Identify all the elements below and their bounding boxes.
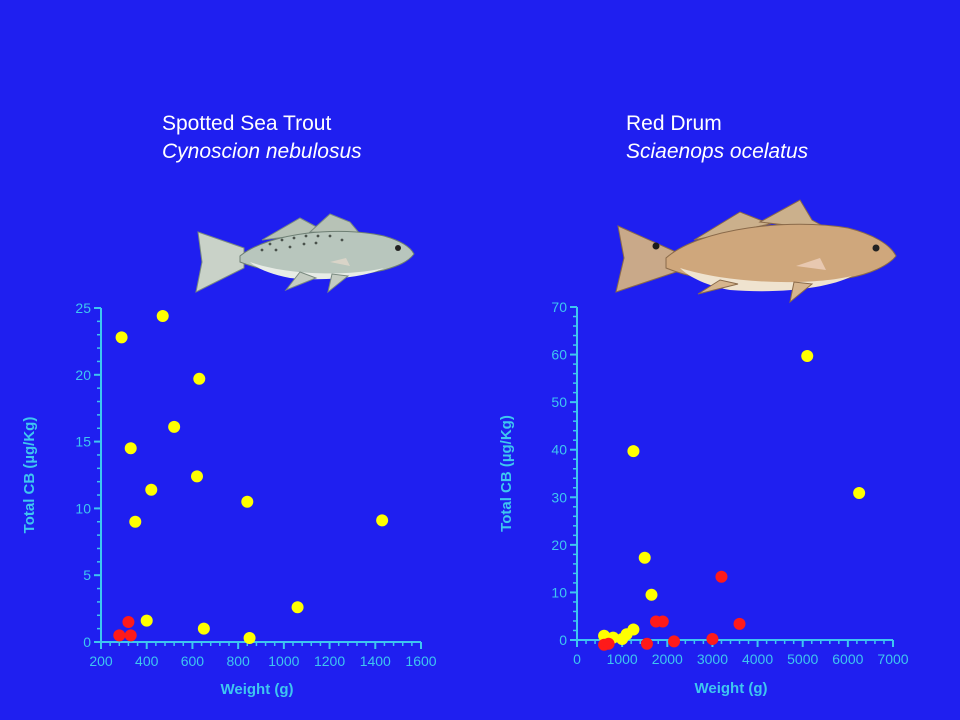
- spotted-sea-trout-caption: Spotted Sea Trout Cynoscion nebulosus: [162, 110, 362, 166]
- y-tick-label: 50: [551, 394, 567, 410]
- x-axis-label: Weight (g): [694, 680, 767, 697]
- data-point-yellow: [376, 514, 389, 527]
- data-point-yellow: [145, 483, 158, 496]
- x-tick-label: 1600: [405, 653, 436, 669]
- data-point-yellow: [193, 372, 206, 385]
- data-point-yellow: [291, 601, 304, 614]
- data-point-yellow: [140, 614, 153, 627]
- x-tick-label: 400: [135, 653, 159, 669]
- y-tick-label: 10: [551, 584, 567, 600]
- y-tick-label: 20: [551, 537, 567, 553]
- red-drum-scatter-chart: 0 10 20 30 40 50 60 70 0 1000 2000 3000 4000 5000 6000…: [498, 299, 909, 697]
- red-drum-illustration: [615, 199, 897, 304]
- x-tick-label: 3000: [697, 651, 728, 667]
- x-tick-label: 600: [181, 653, 205, 669]
- data-point-red: [668, 635, 681, 648]
- y-tick-label: 0: [559, 632, 567, 648]
- y-tick-label: 15: [75, 434, 91, 450]
- x-tick-label: 1200: [314, 653, 345, 669]
- data-point-yellow: [645, 588, 658, 601]
- trout-scatter-chart: 0 5 10 15 20 25 200 400 600 800 1000 1200 1400 1600 We…: [21, 300, 437, 698]
- y-tick-label: 30: [551, 489, 567, 505]
- data-point-yellow: [853, 487, 866, 500]
- data-point-yellow: [620, 628, 633, 641]
- x-axis-label: Weight (g): [220, 681, 293, 698]
- data-point-red: [122, 615, 135, 628]
- data-point-yellow: [129, 515, 142, 528]
- data-point-yellow: [243, 631, 256, 644]
- x-tick-label: 0: [573, 651, 581, 667]
- data-point-yellow: [191, 470, 203, 483]
- common-name-left: Spotted Sea Trout: [162, 112, 332, 135]
- x-tick-label: 4000: [742, 651, 773, 667]
- data-point-red: [656, 615, 669, 628]
- data-point-yellow: [115, 331, 128, 344]
- data-point-yellow: [124, 442, 137, 455]
- data-point-red: [733, 617, 746, 630]
- y-tick-label: 40: [551, 442, 567, 458]
- y-tick-label: 5: [83, 567, 91, 583]
- x-tick-label: 1000: [607, 651, 638, 667]
- x-tick-label: 2000: [652, 651, 683, 667]
- y-axis-label: Total CB (µg/Kg): [498, 415, 515, 532]
- y-tick-label: 20: [75, 367, 91, 383]
- x-tick-label: 1400: [360, 653, 391, 669]
- x-tick-label: 800: [226, 653, 250, 669]
- red-drum-caption: Red Drum Sciaenops ocelatus: [626, 110, 808, 166]
- spotted-sea-trout-illustration: [195, 213, 415, 294]
- common-name-right: Red Drum: [626, 112, 722, 135]
- x-tick-label: 1000: [268, 653, 299, 669]
- y-tick-label: 70: [551, 299, 567, 315]
- y-axis-label: Total CB (µg/Kg): [21, 417, 38, 534]
- y-tick-label: 10: [75, 500, 91, 516]
- data-point-yellow: [638, 551, 651, 564]
- data-point-red: [640, 637, 653, 650]
- y-tick-label: 0: [83, 634, 91, 650]
- data-point-yellow: [156, 310, 169, 323]
- data-point-red: [706, 633, 719, 646]
- y-tick-label: 25: [75, 300, 91, 316]
- data-point-red: [715, 570, 728, 583]
- data-point-yellow: [168, 420, 181, 433]
- data-point-yellow: [801, 349, 814, 362]
- scientific-name-left: Cynoscion nebulosus: [162, 140, 362, 163]
- scientific-name-right: Sciaenops ocelatus: [626, 140, 809, 163]
- x-tick-label: 5000: [787, 651, 818, 667]
- data-point-red: [124, 629, 137, 642]
- data-point-red: [113, 629, 126, 642]
- data-point-yellow: [241, 495, 254, 508]
- data-point-yellow: [627, 445, 640, 458]
- data-point-red: [602, 637, 615, 650]
- data-point-yellow: [197, 622, 210, 635]
- x-tick-label: 7000: [877, 651, 908, 667]
- y-tick-label: 60: [551, 347, 567, 363]
- x-tick-label: 6000: [832, 651, 863, 667]
- x-tick-label: 200: [89, 653, 113, 669]
